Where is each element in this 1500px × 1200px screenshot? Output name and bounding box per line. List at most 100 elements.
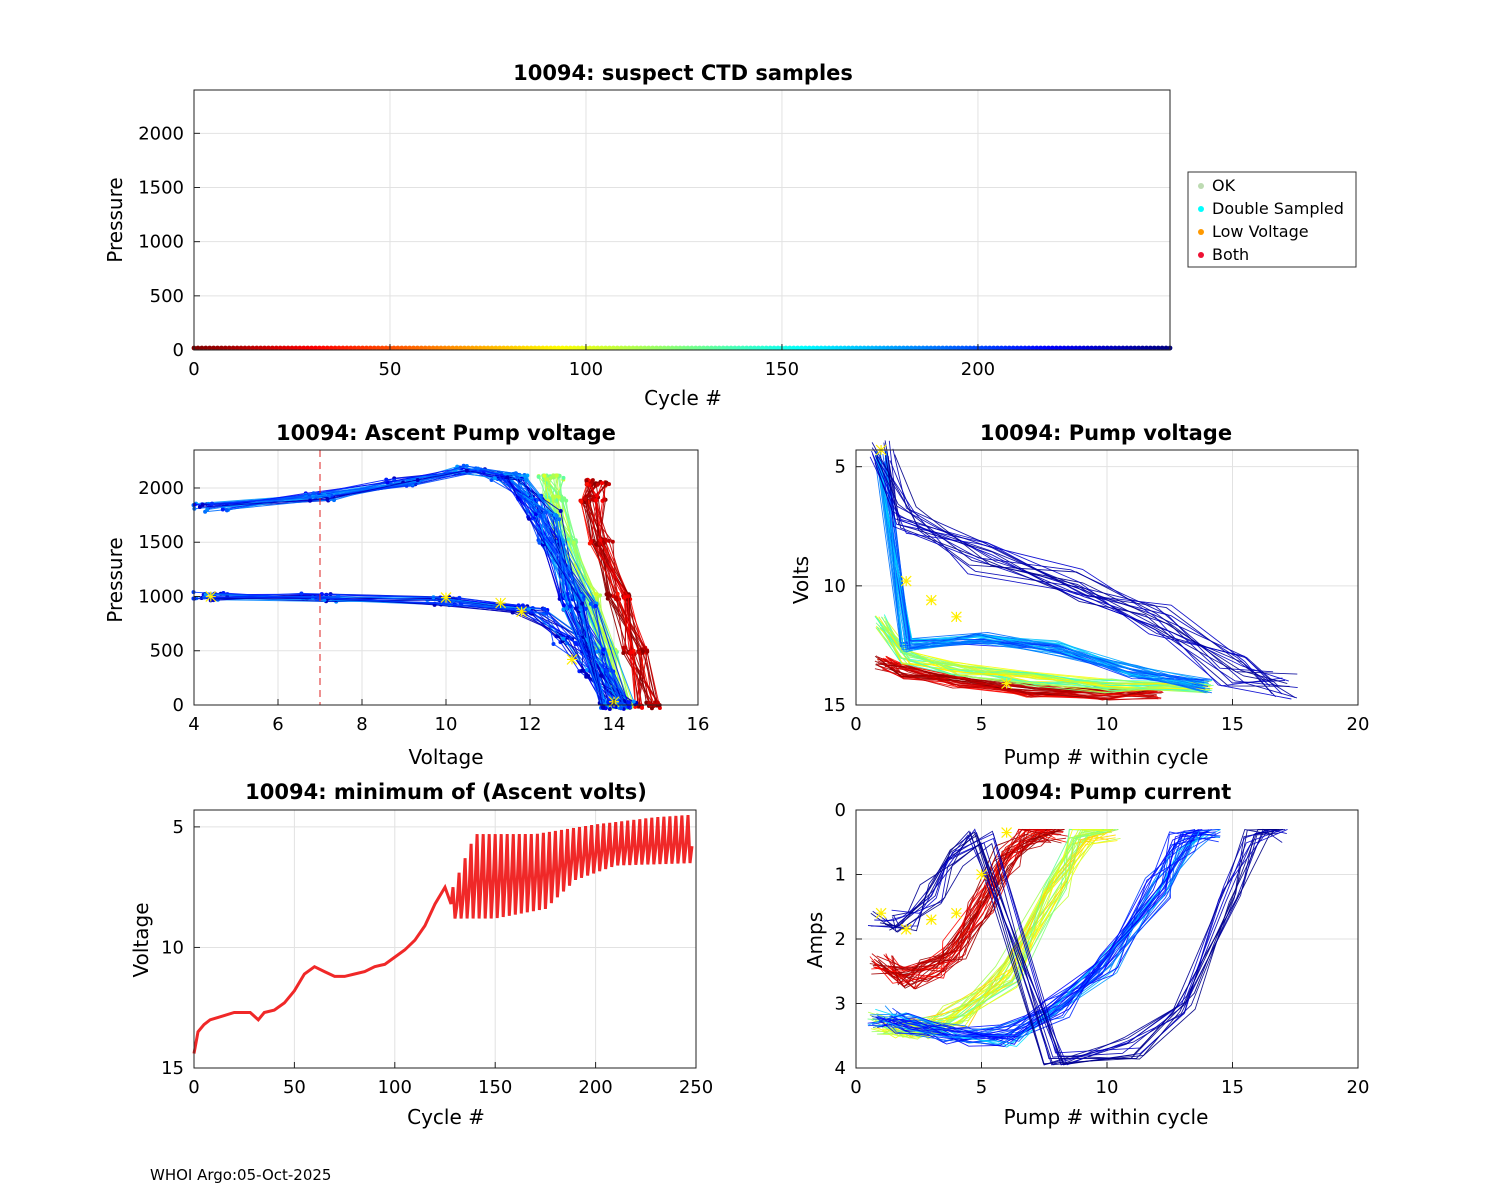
- cycle-marker: [473, 345, 479, 351]
- cycle-marker: [705, 345, 710, 351]
- cycle-marker: [1108, 345, 1114, 351]
- ascent-voltage-line: [199, 470, 604, 709]
- y-tick-label: 0: [835, 800, 846, 821]
- cycle-marker: [524, 345, 530, 351]
- x-tick-label: 10: [1096, 1077, 1119, 1098]
- cycle-marker: [442, 345, 448, 351]
- cycle-marker: [967, 345, 973, 351]
- y-tick-label: 0: [173, 695, 184, 716]
- ascent-voltage-point: [579, 499, 584, 504]
- ascent-voltage-point: [407, 482, 412, 487]
- cycle-marker: [560, 345, 565, 351]
- cycle-marker: [771, 345, 777, 351]
- cycle-marker: [1104, 345, 1110, 351]
- ascent-voltage-point: [585, 674, 590, 679]
- cycle-marker: [579, 345, 585, 351]
- ascent-voltage-point: [542, 607, 547, 612]
- cycle-marker: [893, 345, 899, 351]
- yellow-star-marker: [1001, 827, 1013, 838]
- axes-frame: [193, 89, 1171, 351]
- ascent-voltage-point: [299, 591, 304, 596]
- x-tick-label: 100: [569, 359, 603, 380]
- x-tick-label: 20: [1347, 1077, 1370, 1098]
- ascent-voltage-point: [537, 539, 542, 544]
- ascent-voltage-point: [571, 540, 576, 545]
- cycle-marker: [1030, 345, 1036, 351]
- cycle-marker: [203, 345, 209, 351]
- y-tick-label: 5: [835, 457, 846, 478]
- ascent-voltage-point: [542, 473, 547, 478]
- cycle-marker: [1093, 345, 1098, 351]
- pump-current-line: [872, 832, 1203, 1030]
- cycle-marker: [1065, 345, 1071, 351]
- cycle-marker: [544, 345, 550, 351]
- ascent-pump-voltage-title: 10094: Ascent Pump voltage: [276, 421, 616, 445]
- ascent-voltage-point: [566, 537, 571, 542]
- cycle-marker: [897, 345, 902, 351]
- cycle-marker: [1081, 345, 1087, 351]
- cycle-marker: [509, 345, 514, 351]
- y-tick-label: 5: [173, 817, 184, 838]
- x-tick-label: 200: [961, 359, 995, 380]
- cycle-marker: [736, 345, 742, 351]
- cycle-marker: [348, 345, 354, 351]
- x-tick-label: 10: [435, 714, 458, 735]
- cycle-marker: [548, 345, 554, 351]
- ascent-voltage-point: [585, 667, 590, 672]
- footer-credit: WHOI Argo:05-Oct-2025: [150, 1166, 332, 1184]
- cycle-marker: [352, 345, 358, 351]
- pump-current-line: [892, 829, 1278, 1059]
- cycle-marker: [955, 345, 961, 351]
- cycle-marker: [775, 345, 781, 351]
- ascent-voltage-line: [580, 483, 636, 707]
- cycle-marker: [317, 345, 322, 351]
- cycle-marker: [877, 345, 883, 351]
- cycle-marker: [1140, 345, 1145, 351]
- pump-voltage-line: [887, 456, 1273, 695]
- pump-voltage-xlabel: Pump # within cycle: [1004, 745, 1209, 769]
- ascent-voltage-point: [598, 538, 603, 543]
- x-tick-label: 15: [1221, 714, 1244, 735]
- cycle-marker: [563, 345, 569, 351]
- ascent-voltage-point: [384, 477, 389, 482]
- cycle-marker: [458, 345, 463, 351]
- ascent-voltage-point: [317, 596, 322, 601]
- cycle-marker: [254, 345, 260, 351]
- pump-current-line: [879, 832, 1200, 1044]
- ascent-voltage-line: [589, 485, 636, 705]
- x-tick-label: 150: [765, 359, 799, 380]
- cycle-marker: [752, 345, 757, 351]
- cycle-marker: [728, 345, 734, 351]
- x-tick-label: 10: [1096, 714, 1119, 735]
- cycle-marker: [195, 345, 201, 351]
- cycle-marker: [889, 345, 895, 351]
- cycle-marker: [991, 345, 997, 351]
- legend-label-low: Low Voltage: [1212, 222, 1309, 241]
- cycle-marker: [1155, 345, 1161, 351]
- cycle-marker: [211, 345, 216, 351]
- cycle-marker: [818, 345, 824, 351]
- ascent-voltage-point: [604, 592, 609, 597]
- pump-voltage-line: [871, 453, 1283, 695]
- cycle-marker: [732, 345, 738, 351]
- ascent-voltage-point: [536, 474, 541, 479]
- suspect-ctd-xlabel: Cycle #: [644, 386, 722, 410]
- ascent-voltage-point: [476, 466, 481, 471]
- cycle-marker: [1089, 345, 1095, 351]
- ascent-voltage-point: [574, 642, 579, 647]
- cycle-marker: [979, 345, 985, 351]
- cycle-marker: [646, 345, 652, 351]
- pump-current-line: [870, 828, 1284, 1066]
- cycle-marker: [869, 345, 875, 351]
- cycle-marker: [465, 345, 471, 351]
- yellow-star-marker: [205, 591, 217, 602]
- cycle-marker: [1006, 345, 1012, 351]
- x-tick-label: 150: [478, 1077, 512, 1098]
- cycle-marker: [571, 345, 577, 351]
- ascent-voltage-point: [224, 508, 229, 513]
- ascent-voltage-point: [505, 475, 510, 480]
- cycle-marker: [995, 345, 1000, 351]
- cycle-marker: [959, 345, 965, 351]
- x-tick-label: 20: [1347, 714, 1370, 735]
- pump-voltage-line: [879, 457, 1206, 689]
